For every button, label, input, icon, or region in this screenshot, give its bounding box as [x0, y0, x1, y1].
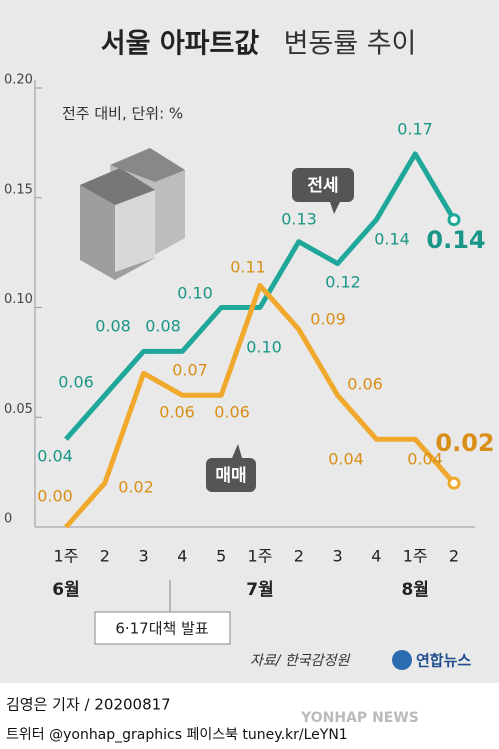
logo-icon [392, 650, 412, 670]
x-tick-label: 2 [449, 547, 459, 566]
value-label: 0.11 [230, 258, 266, 277]
footer-bg [0, 683, 499, 749]
x-tick-label: 4 [371, 547, 381, 566]
value-label: 0.00 [37, 487, 73, 506]
value-label: 0.04 [37, 447, 73, 466]
building-icon [80, 148, 185, 280]
social: 트위터 @yonhap_graphics 페이스북 tuney.kr/LeYN1 [6, 727, 348, 743]
subtitle: 전주 대비, 단위: % [62, 105, 183, 123]
value-label: 0.08 [145, 317, 181, 336]
logo: 연합뉴스 [416, 652, 471, 670]
month-label: 7월 [246, 580, 273, 600]
value-label: 0.12 [325, 273, 361, 292]
value-label: 0.17 [397, 120, 433, 139]
value-label: 0.08 [95, 317, 131, 336]
value-label: 0.04 [328, 450, 364, 469]
x-tick-label: 2 [100, 547, 110, 566]
value-label: 0.10 [177, 284, 213, 303]
value-label: 0.10 [246, 338, 282, 357]
x-tick-label: 1주 [54, 547, 79, 566]
y-tick-label: 0.10 [4, 292, 33, 307]
x-tick-label: 1주 [403, 547, 428, 566]
y-tick-label: 0.20 [4, 73, 33, 88]
series-line [64, 283, 456, 529]
x-tick-label: 3 [333, 547, 343, 566]
annotation: 6·17대책 발표 [115, 620, 209, 638]
watermark: YONHAP NEWS [300, 710, 419, 726]
annotation-box [94, 611, 231, 645]
value-label: 0.02 [118, 478, 154, 497]
chart-title: 서울 아파트값 [101, 29, 260, 60]
callout-label: 전세 [307, 176, 338, 196]
value-label: 0.06 [58, 373, 94, 392]
series-line [64, 151, 457, 441]
byline: 김영은 기자 / 20200817 [6, 696, 171, 714]
background [0, 0, 499, 683]
month-label: 8월 [401, 580, 428, 600]
callout [292, 168, 354, 214]
source: 자료/ 한국감정원 [250, 653, 350, 669]
end-marker [447, 476, 461, 490]
x-tick-label: 2 [294, 547, 304, 566]
value-label: 0.04 [407, 450, 443, 469]
y-tick-label: 0 [4, 512, 12, 527]
end-marker [447, 213, 461, 227]
x-tick-label: 1주 [248, 547, 273, 566]
value-label: 0.07 [172, 361, 208, 380]
chart-title-light: 변동률 추이 [284, 29, 417, 60]
value-label: 0.02 [435, 429, 494, 457]
month-label: 6월 [52, 580, 79, 600]
x-tick-label: 4 [177, 547, 187, 566]
callout-label: 매매 [215, 466, 246, 486]
value-label: 0.14 [374, 230, 410, 249]
x-tick-label: 3 [139, 547, 149, 566]
value-label: 0.09 [310, 310, 346, 329]
value-label: 0.06 [347, 375, 383, 394]
y-tick-label: 0.15 [4, 182, 33, 197]
y-tick-label: 0.05 [4, 402, 33, 417]
callout [206, 444, 256, 492]
value-label: 0.14 [426, 226, 485, 254]
value-label: 0.06 [214, 403, 250, 422]
x-tick-label: 5 [216, 547, 226, 566]
value-label: 0.13 [281, 210, 317, 229]
value-label: 0.06 [159, 403, 195, 422]
